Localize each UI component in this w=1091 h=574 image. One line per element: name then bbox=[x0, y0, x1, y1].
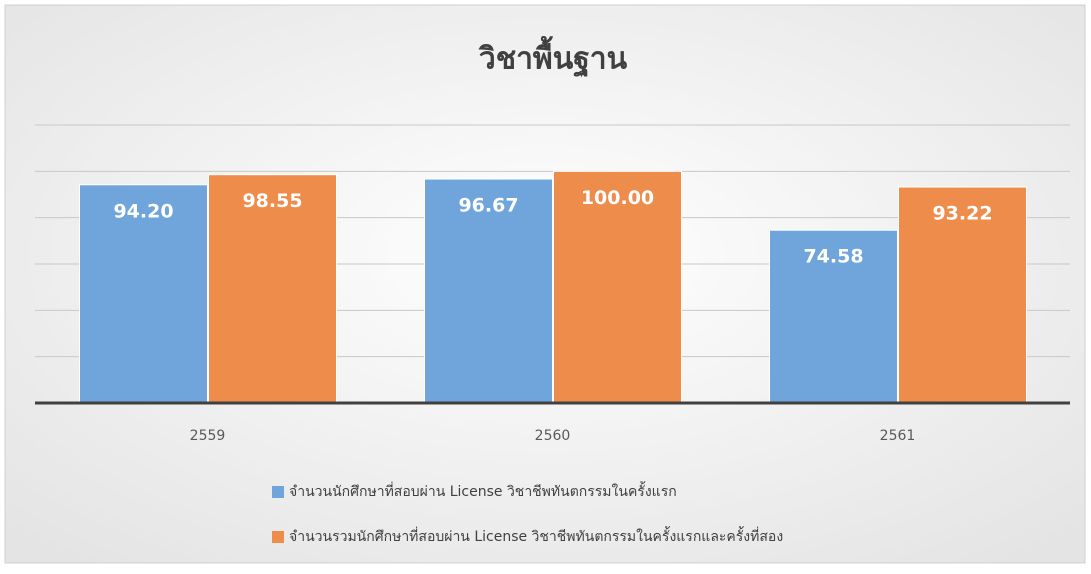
bar bbox=[898, 186, 1027, 404]
x-tick-label: 2559 bbox=[190, 428, 226, 444]
bar bbox=[424, 178, 553, 404]
bar bbox=[553, 170, 682, 404]
x-tick-label: 2560 bbox=[535, 428, 571, 444]
legend-label: จำนวนนักศึกษาที่สอบผ่าน License วิชาชีพท… bbox=[289, 481, 677, 500]
bar bbox=[208, 174, 337, 404]
legend-swatch bbox=[272, 486, 284, 498]
bar bbox=[79, 184, 208, 404]
legend-label: จำนวนรวมนักศึกษาที่สอบผ่าน License วิชาช… bbox=[289, 526, 783, 545]
data-label: 94.20 bbox=[113, 200, 173, 222]
bar bbox=[769, 229, 898, 404]
legend-swatch bbox=[272, 531, 284, 543]
data-label: 98.55 bbox=[242, 190, 302, 212]
x-tick-label: 2561 bbox=[880, 428, 916, 444]
data-label: 96.67 bbox=[458, 195, 518, 217]
data-label: 93.22 bbox=[932, 203, 992, 225]
chart-title: วิชาพื้นฐาน bbox=[478, 36, 628, 79]
data-label: 100.00 bbox=[581, 187, 654, 209]
data-label: 74.58 bbox=[803, 246, 863, 268]
